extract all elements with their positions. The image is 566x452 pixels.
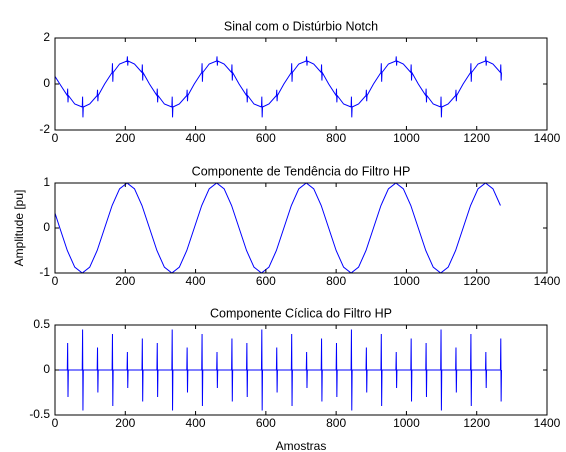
x-tick-label: 1200: [463, 274, 490, 288]
chart-title: Sinal com o Distúrbio Notch: [224, 19, 378, 33]
axes-box: [55, 183, 547, 273]
x-tick-label: 0: [52, 131, 59, 145]
y-tick-label: 0.5: [33, 317, 50, 331]
x-tick-label: 1200: [463, 416, 490, 430]
x-tick-label: 1000: [393, 131, 420, 145]
signal-line: [55, 56, 502, 118]
x-tick-label: 1400: [534, 131, 561, 145]
x-tick-label: 1400: [534, 274, 561, 288]
signal-line: [55, 329, 502, 411]
plot-area: [55, 183, 501, 273]
axes-frame: [54, 324, 548, 416]
x-tick-label: 1000: [393, 416, 420, 430]
x-tick-label: 800: [326, 416, 346, 430]
x-tick-label: 800: [326, 131, 346, 145]
x-tick-label: 600: [256, 274, 276, 288]
y-tick-label: 1: [43, 175, 50, 189]
x-tick-label: 800: [326, 274, 346, 288]
x-tick-label: 400: [186, 416, 206, 430]
plot-area: [55, 56, 502, 118]
x-tick-label: 200: [115, 274, 135, 288]
plot-area: [55, 329, 502, 411]
x-tick-label: 0: [52, 274, 59, 288]
axes-frame: [54, 37, 548, 131]
y-tick-label: 0: [43, 362, 50, 376]
x-axis-label: Amostras: [276, 439, 327, 452]
signal-line: [55, 183, 501, 273]
y-tick-label: 0: [43, 76, 50, 90]
chart-title: Componente Cíclica do Filtro HP: [210, 306, 392, 320]
x-tick-label: 200: [115, 131, 135, 145]
y-tick-label: 2: [43, 30, 50, 44]
x-tick-label: 200: [115, 416, 135, 430]
x-tick-label: 600: [256, 131, 276, 145]
y-tick-label: -2: [39, 122, 50, 136]
x-tick-label: 600: [256, 416, 276, 430]
y-axis-label: Amplitude [pu]: [12, 190, 26, 267]
axes-frame: [54, 182, 548, 274]
y-tick-label: -0.5: [29, 407, 50, 421]
y-tick-label: 0: [43, 220, 50, 234]
axes-box: [55, 38, 547, 130]
chart-title: Componente de Tendência do Filtro HP: [192, 164, 411, 178]
x-tick-label: 400: [186, 131, 206, 145]
x-tick-label: 0: [52, 416, 59, 430]
y-tick-label: -1: [39, 265, 50, 279]
x-tick-label: 1400: [534, 416, 561, 430]
x-tick-label: 1200: [463, 131, 490, 145]
x-tick-label: 1000: [393, 274, 420, 288]
x-tick-label: 400: [186, 274, 206, 288]
